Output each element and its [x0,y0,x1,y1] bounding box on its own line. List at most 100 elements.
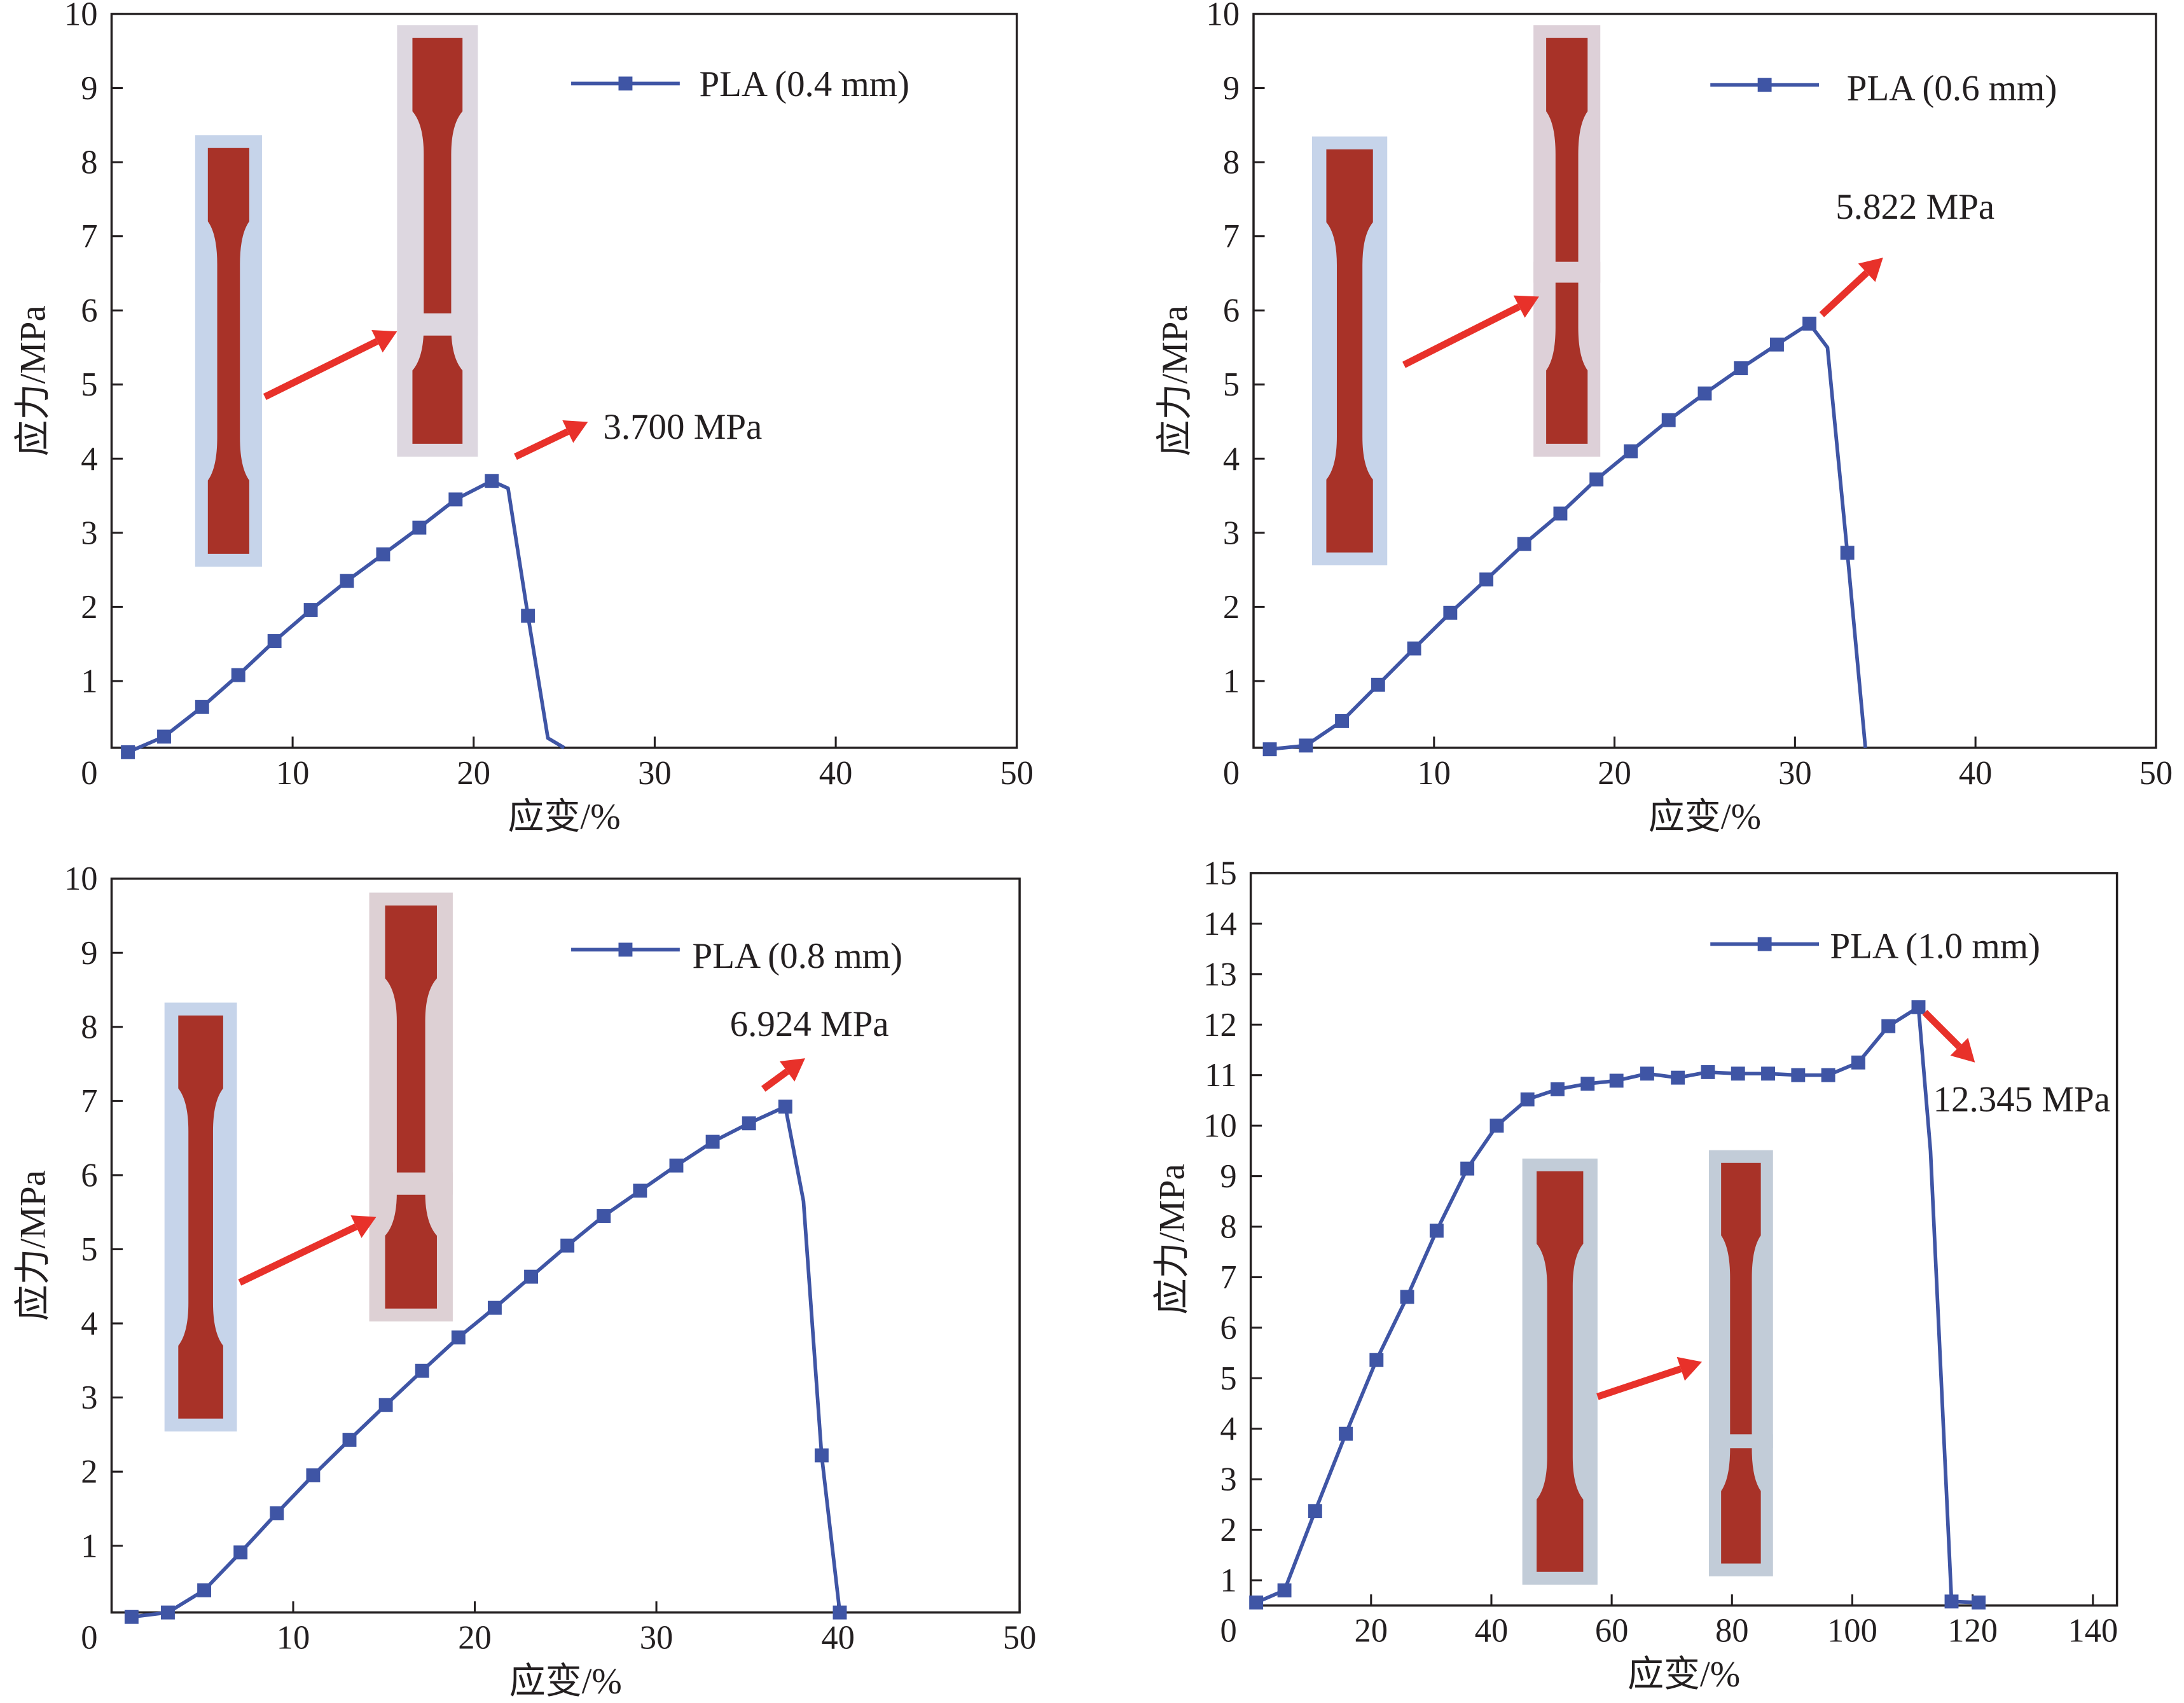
data-point [233,1545,248,1560]
data-point [1277,1583,1292,1597]
y-tick-label: 3 [1220,1461,1236,1498]
data-point [1443,605,1458,620]
peak-stress-label: 12.345 MPa [1933,1079,2110,1119]
y-tick-label: 14 [1203,906,1237,942]
data-point [1671,1070,1685,1085]
chart-panel-pla-0-6mm: 0 10 20 30 40 50 1 2 3 4 5 6 7 8 9 10 应变/% 应力/MPa PLA (0.6… [1155,0,2173,837]
data-point [306,1468,321,1482]
x-tick-label: 10 [276,755,310,792]
fracture-gap [369,1172,453,1195]
x-tick-label: 60 [1595,1613,1629,1650]
data-point [1460,1161,1475,1176]
x-tick-label: 0 [81,755,97,792]
data-point [1249,1596,1264,1610]
data-point [485,474,499,488]
x-axis-label: 应变/% [508,797,621,837]
legend-label: PLA (0.4 mm) [700,64,909,104]
data-point [1429,1224,1444,1238]
data-point [1840,546,1855,560]
y-tick-label: 6 [1223,293,1240,329]
y-tick-label: 15 [1203,855,1237,892]
y-tick-label: 6 [81,1157,97,1194]
data-point [1881,1019,1896,1033]
peak-arrow-shaft [1819,270,1869,317]
specimen-fractured-image [1533,25,1601,457]
y-tick-label: 11 [1205,1057,1237,1094]
data-point [1821,1068,1835,1082]
x-tick-label: 30 [640,1620,674,1657]
data-point [412,520,427,535]
data-point [778,1100,792,1114]
legend: PLA (0.6 mm) [1710,69,2057,109]
data-point [1308,1504,1322,1519]
data-point [121,745,135,759]
y-tick-label: 5 [81,1231,97,1268]
data-point [270,1506,284,1520]
data-point [633,1183,647,1198]
data-point [1520,1092,1535,1107]
specimen-shape [412,38,463,444]
data-point [303,603,318,617]
y-tick-label: 5 [1223,366,1240,403]
y-tick-label: 13 [1203,956,1237,993]
data-point [1589,472,1604,486]
specimen-arrow-shaft [1596,1365,1682,1400]
y-tick-label: 5 [81,366,97,403]
fracture-gap [1709,1434,1773,1449]
legend-label: PLA (0.8 mm) [693,936,902,976]
peak-arrow-shaft [761,1068,789,1092]
y-tick-label: 2 [1223,589,1240,626]
y-tick-label: 9 [81,935,97,972]
plot-frame [1249,872,2118,1607]
data-point [487,1300,502,1315]
x-tick-label: 0 [1220,1613,1236,1650]
x-tick-label: 80 [1715,1613,1749,1650]
data-point [1770,337,1784,352]
specimen-shape [1537,1171,1584,1572]
y-tick-label: 8 [81,144,97,181]
y-tick-label: 4 [81,441,97,478]
x-tick-label: 50 [1000,755,1033,792]
data-point [378,1398,393,1412]
specimen-fractured-image [397,25,478,457]
x-tick-label: 10 [1418,755,1451,792]
x-tick-label: 40 [1475,1613,1509,1650]
y-tick-label: 4 [1223,441,1240,478]
data-point [451,1330,466,1345]
y-tick-label: 9 [1220,1158,1236,1195]
y-tick-label: 12 [1203,1007,1237,1044]
peak-stress-label: 5.822 MPa [1835,187,1994,227]
data-point [161,1605,175,1620]
data-point [1944,1594,1959,1609]
peak-arrow-shaft [1922,1010,1962,1049]
specimen-shape [207,148,249,554]
specimen-before-image [164,1002,237,1432]
plot-frame [110,877,1021,1614]
data-point [1553,506,1568,521]
y-tick-label: 1 [81,663,97,700]
specimen-before-image [1522,1158,1598,1585]
x-tick-label: 40 [821,1620,855,1657]
data-point [1791,1068,1806,1082]
data-point [742,1116,756,1131]
x-tick-label: 0 [1223,755,1240,792]
specimen-shape [178,1015,223,1419]
x-tick-label: 140 [2068,1613,2118,1650]
data-point [1489,1119,1504,1133]
y-tick-label: 4 [1220,1410,1236,1447]
data-point [267,634,282,648]
x-tick-label: 0 [81,1620,97,1657]
legend-marker [1757,78,1772,92]
data-point [833,1605,847,1620]
y-tick-label: 3 [81,1379,97,1416]
x-tick-label: 20 [458,1620,492,1657]
x-tick-label: 20 [457,755,491,792]
data-point [1335,714,1350,728]
specimen-fractured-image [1709,1150,1773,1576]
x-tick-label: 50 [2139,755,2173,792]
data-point [1911,1000,1926,1014]
y-tick-label: 5 [1220,1360,1236,1397]
y-tick-label: 10 [1206,0,1240,32]
peak-arrow-head [562,420,588,443]
data-point [1624,444,1638,459]
